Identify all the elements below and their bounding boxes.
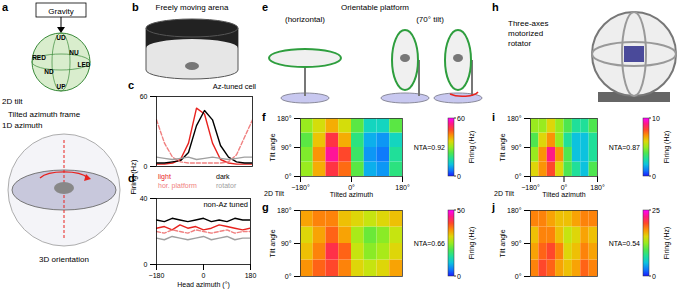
svg-text:light: light	[158, 173, 171, 181]
svg-text:Gravity: Gravity	[48, 7, 73, 16]
svg-text:LED: LED	[78, 61, 91, 68]
svg-text:Tilt angle: Tilt angle	[499, 229, 507, 257]
svg-text:180°: 180°	[277, 115, 292, 122]
svg-text:90°: 90°	[511, 240, 522, 247]
svg-text:−180°: −180°	[521, 184, 540, 191]
svg-text:Tilted azimuth: Tilted azimuth	[330, 191, 373, 198]
svg-text:60: 60	[457, 115, 465, 122]
svg-text:Az-tuned cell: Az-tuned cell	[213, 82, 257, 91]
svg-text:90°: 90°	[511, 144, 522, 151]
svg-text:rotator: rotator	[216, 182, 237, 189]
svg-text:Head azimuth (°): Head azimuth (°)	[177, 281, 230, 289]
svg-text:e: e	[262, 1, 268, 13]
svg-text:b: b	[132, 1, 139, 13]
svg-text:UD: UD	[56, 34, 66, 41]
svg-text:0: 0	[144, 261, 148, 268]
svg-text:0°: 0°	[348, 184, 355, 192]
svg-text:1D azimuth: 1D azimuth	[2, 121, 42, 130]
svg-text:60: 60	[140, 93, 148, 100]
svg-text:0°: 0°	[560, 184, 568, 192]
svg-text:0°: 0°	[515, 273, 522, 280]
svg-text:25: 25	[652, 207, 660, 214]
svg-text:a: a	[2, 1, 9, 13]
svg-text:NU: NU	[69, 49, 79, 56]
svg-text:0°: 0°	[285, 273, 292, 280]
svg-text:NTA=0.92: NTA=0.92	[414, 144, 445, 151]
svg-text:motorized: motorized	[508, 29, 543, 38]
svg-text:2D Tilt: 2D Tilt	[494, 190, 514, 197]
svg-text:Tilt angle: Tilt angle	[269, 229, 277, 257]
svg-text:180°: 180°	[277, 207, 292, 214]
svg-text:Tilted azimuth: Tilted azimuth	[542, 191, 585, 198]
svg-text:c: c	[128, 79, 134, 91]
svg-text:−180°: −180°	[291, 184, 310, 191]
svg-text:180°: 180°	[507, 115, 522, 122]
svg-text:0°: 0°	[515, 173, 522, 180]
svg-text:Firing (Hz): Firing (Hz)	[468, 227, 476, 260]
svg-text:−180: −180	[149, 272, 165, 279]
svg-text:Tilt angle: Tilt angle	[269, 133, 277, 161]
svg-text:180°: 180°	[590, 184, 605, 191]
svg-text:hor. platform: hor. platform	[158, 182, 197, 190]
svg-text:NTA=0.66: NTA=0.66	[414, 240, 445, 247]
svg-text:180: 180	[245, 272, 257, 279]
svg-text:Tilted azimuth frame: Tilted azimuth frame	[8, 110, 81, 119]
svg-text:Tilt angle: Tilt angle	[499, 133, 507, 161]
svg-text:2D Tilt: 2D Tilt	[264, 190, 284, 197]
svg-text:j: j	[491, 201, 495, 213]
svg-text:rotator: rotator	[508, 39, 531, 48]
svg-text:Orientable platform: Orientable platform	[341, 3, 409, 12]
svg-text:10: 10	[652, 115, 660, 122]
svg-text:90°: 90°	[281, 240, 292, 247]
svg-text:ND: ND	[44, 68, 54, 75]
svg-text:(70° tilt): (70° tilt)	[416, 15, 444, 24]
svg-text:i: i	[492, 111, 495, 123]
svg-text:(horizontal): (horizontal)	[285, 15, 325, 24]
svg-text:0: 0	[457, 173, 461, 180]
svg-text:Three-axes: Three-axes	[508, 19, 548, 28]
svg-text:NTA=0.87: NTA=0.87	[609, 144, 640, 151]
svg-text:RED: RED	[32, 54, 46, 61]
svg-text:0: 0	[144, 163, 148, 170]
svg-text:Freely moving arena: Freely moving arena	[156, 3, 229, 12]
svg-text:Firing (Hz): Firing (Hz)	[468, 131, 476, 164]
svg-text:0: 0	[202, 272, 206, 279]
svg-text:Firing (Hz): Firing (Hz)	[129, 159, 138, 195]
svg-text:3D orientation: 3D orientation	[39, 255, 89, 264]
svg-text:0°: 0°	[285, 173, 292, 180]
svg-text:non-Az tuned: non-Az tuned	[203, 200, 248, 209]
svg-text:h: h	[492, 1, 499, 13]
svg-text:UP: UP	[56, 83, 66, 90]
svg-text:NTA=0.54: NTA=0.54	[609, 240, 640, 247]
svg-text:f: f	[262, 111, 266, 123]
svg-text:0: 0	[652, 173, 656, 180]
svg-text:0: 0	[457, 273, 461, 280]
svg-text:dark: dark	[216, 173, 230, 180]
svg-text:g: g	[262, 201, 269, 213]
svg-text:Firing (Hz): Firing (Hz)	[663, 227, 671, 260]
svg-text:180°: 180°	[395, 184, 410, 191]
svg-text:40: 40	[140, 195, 148, 202]
svg-text:0: 0	[652, 273, 656, 280]
svg-text:50: 50	[457, 207, 465, 214]
svg-text:180°: 180°	[507, 207, 522, 214]
svg-text:2D tilt: 2D tilt	[2, 97, 23, 106]
svg-text:90°: 90°	[281, 144, 292, 151]
svg-text:Firing (Hz): Firing (Hz)	[663, 131, 671, 164]
